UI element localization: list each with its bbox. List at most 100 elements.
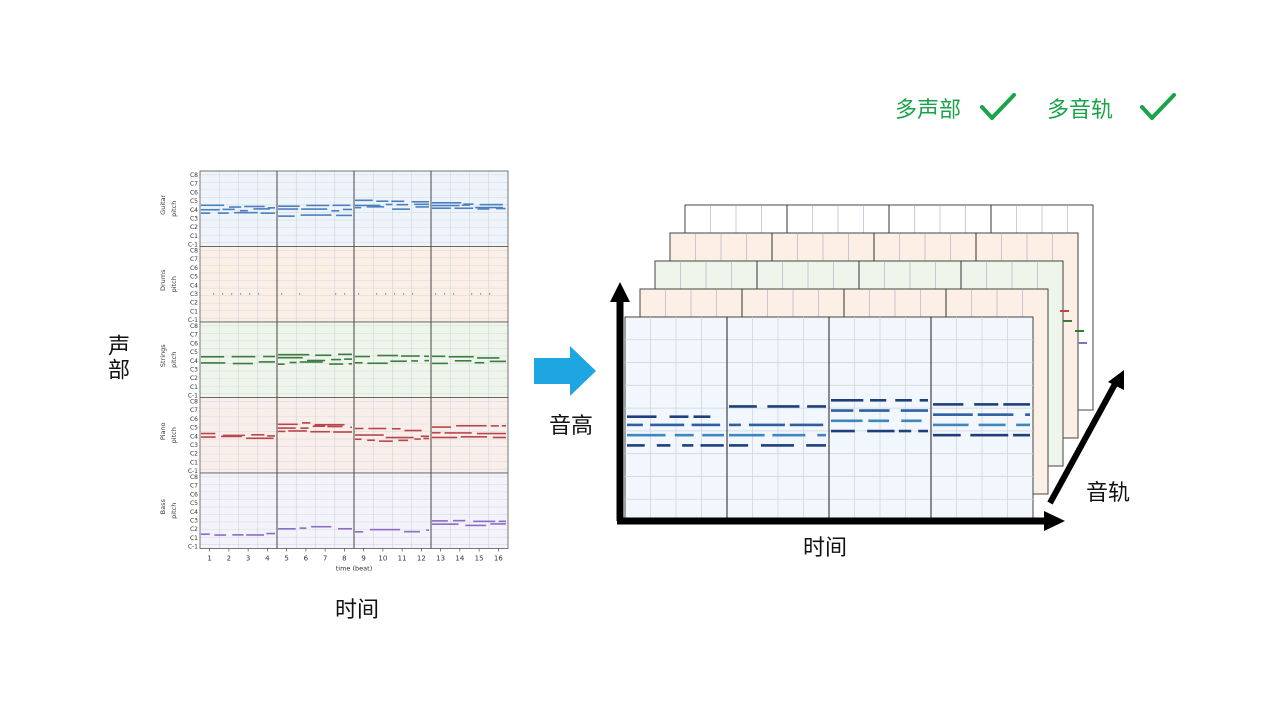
note-segment	[702, 433, 724, 437]
note-segment	[331, 210, 340, 212]
note-segment	[396, 203, 409, 206]
note-segment	[432, 520, 448, 522]
note-segment	[424, 355, 429, 358]
note-segment	[300, 214, 332, 216]
note-segment	[501, 425, 506, 427]
note-segment	[424, 359, 429, 362]
note-segment	[870, 399, 887, 402]
note-segment	[232, 534, 244, 536]
note-segment	[772, 433, 806, 437]
x-tick-label: 16	[494, 555, 503, 563]
note-segment	[403, 530, 421, 533]
note-segment	[490, 523, 506, 525]
note-segment	[278, 215, 295, 217]
note-segment	[1016, 423, 1030, 427]
pitch-tick-label: C1	[190, 459, 198, 466]
x-tick-label: 2	[227, 555, 231, 563]
part-name-label: Guitar	[159, 194, 167, 214]
note-segment	[369, 528, 401, 531]
x-tick-label: 7	[323, 555, 327, 563]
note-segment	[306, 204, 330, 207]
note-segment	[278, 205, 300, 208]
note-segment	[278, 427, 296, 429]
pitch-tick-label: C6	[190, 416, 198, 423]
note-segment	[454, 360, 472, 362]
pitch-tick-label: C7	[190, 181, 198, 188]
note-segment	[355, 361, 363, 364]
note-segment	[263, 355, 275, 358]
pitch-tick-label: C6	[190, 189, 198, 196]
pitch-tick-label: C5	[190, 425, 198, 432]
note-segment	[650, 423, 685, 427]
note-segment	[377, 354, 399, 357]
note-segment	[460, 436, 488, 438]
part-name-label: Drums	[159, 269, 167, 291]
note-segment	[831, 429, 855, 433]
time-axis-label-left: 时间	[335, 598, 380, 623]
pitch-tick-label: C8	[190, 248, 198, 255]
note-segment	[411, 200, 429, 203]
note-segment	[278, 363, 285, 365]
pitch-tick-label: C6	[190, 491, 198, 498]
note-segment	[267, 435, 275, 437]
note-segment	[1063, 320, 1072, 322]
note-segment	[901, 419, 922, 423]
note-segment	[246, 437, 274, 440]
pitch-tick-label: C4	[190, 433, 198, 440]
pitch-tick-label: C4	[190, 207, 198, 214]
note-segment	[977, 413, 1014, 416]
pitch-tick-label: C7	[190, 332, 198, 339]
note-segment	[477, 357, 500, 359]
note-segment	[432, 431, 441, 434]
note-segment	[729, 405, 757, 408]
note-segment	[748, 423, 785, 427]
note-segment	[201, 432, 216, 435]
note-segment	[201, 362, 226, 364]
note-segment	[201, 212, 211, 214]
x-tick-label: 9	[361, 555, 365, 563]
note-segment	[411, 360, 419, 362]
note-segment	[432, 436, 458, 439]
multi-track-stack	[610, 204, 1124, 531]
note-segment	[496, 207, 506, 210]
note-segment	[201, 355, 225, 358]
note-segment	[1060, 310, 1069, 312]
note-segment	[267, 207, 275, 209]
note-segment	[348, 363, 352, 365]
pitch-tick-label: C-1	[188, 468, 198, 475]
note-segment	[385, 436, 414, 439]
note-segment	[868, 419, 890, 423]
note-segment	[201, 204, 225, 207]
x-tick-label: 5	[284, 555, 288, 563]
note-segment	[368, 427, 387, 430]
pitch-tick-label: C5	[190, 349, 198, 356]
pitch-tick-label: C2	[190, 451, 198, 458]
note-segment	[473, 520, 496, 523]
note-segment	[278, 430, 286, 433]
note-segment	[315, 354, 332, 357]
note-segment	[465, 524, 487, 527]
note-segment	[404, 429, 422, 432]
note-segment	[970, 433, 1009, 437]
note-segment	[289, 361, 297, 364]
right-arrow-icon	[1044, 511, 1065, 531]
note-segment	[214, 534, 227, 536]
note-segment	[367, 362, 388, 365]
note-segment	[1075, 330, 1084, 332]
pitch-tick-label: C5	[190, 500, 198, 507]
part-axis-label: 声部	[104, 334, 129, 382]
note-segment	[366, 206, 385, 208]
note-segment	[306, 359, 326, 362]
note-segment	[232, 362, 253, 365]
pitch-tick-label: C-1	[188, 317, 198, 324]
note-segment	[391, 200, 405, 203]
pitch-tick-label: C4	[190, 282, 198, 289]
note-segment	[278, 353, 310, 356]
note-segment	[222, 434, 245, 437]
pitch-tick-label: C-1	[188, 544, 198, 551]
note-segment	[1003, 403, 1030, 406]
note-segment	[453, 519, 466, 522]
pitch-tick-label: C8	[190, 172, 198, 179]
right-arrow-icon	[534, 346, 596, 396]
note-segment	[895, 399, 912, 402]
